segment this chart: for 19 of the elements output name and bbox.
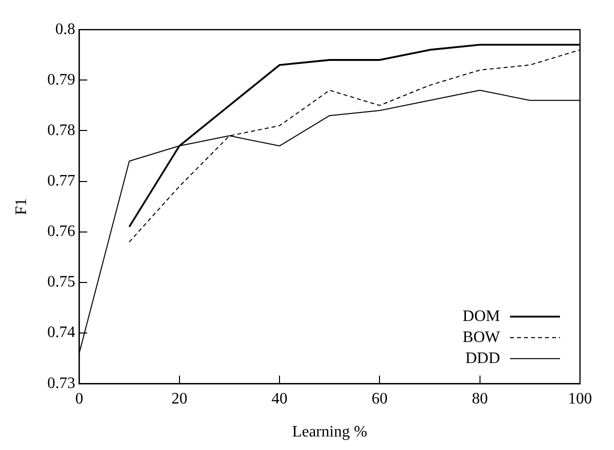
x-tick-label: 80 bbox=[472, 390, 488, 408]
x-tick-label: 40 bbox=[272, 390, 288, 408]
y-tick-label: 0.79 bbox=[47, 71, 76, 88]
y-tick-label: 0.73 bbox=[47, 374, 76, 392]
legend-label: DDD bbox=[465, 350, 500, 367]
y-tick-label: 0.75 bbox=[47, 274, 76, 291]
x-tick-label: 0 bbox=[75, 390, 84, 408]
y-tick-label: 0.74 bbox=[47, 324, 76, 342]
x-tick-label: 100 bbox=[568, 390, 592, 408]
y-tick-label: 0.78 bbox=[47, 122, 76, 139]
legend-label: DOM bbox=[462, 308, 500, 325]
x-axis-title: Learning % bbox=[292, 424, 368, 441]
y-axis-title: F1 bbox=[12, 198, 30, 216]
y-tick-label: 0.8 bbox=[55, 20, 76, 38]
legend-label: BOW bbox=[462, 328, 501, 346]
x-tick-label: 60 bbox=[372, 390, 388, 408]
y-tick-label: 0.76 bbox=[47, 223, 76, 240]
y-tick-label: 0.77 bbox=[47, 172, 76, 190]
x-tick-label: 20 bbox=[171, 390, 188, 408]
